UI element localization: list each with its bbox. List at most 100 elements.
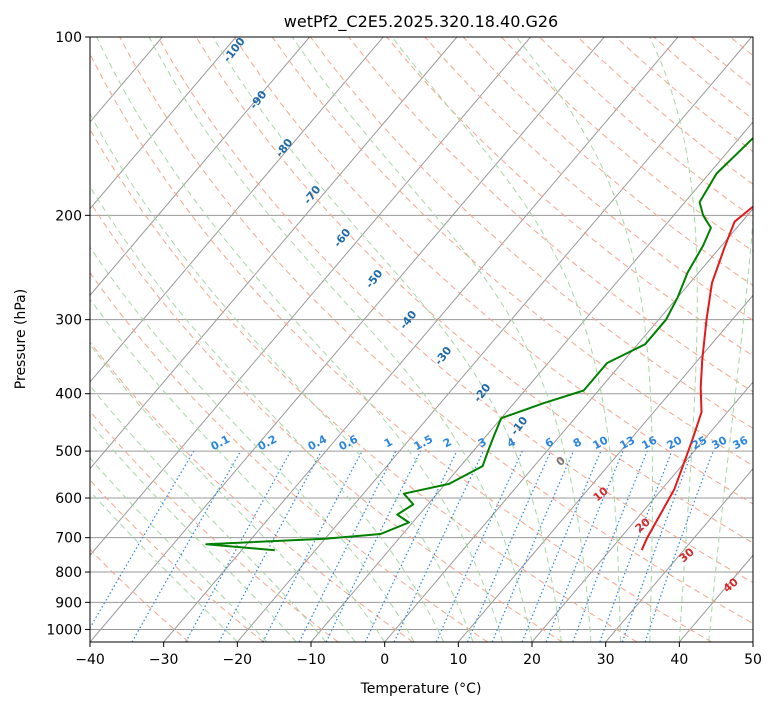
- mixing-ratio-label: 0.4: [306, 432, 330, 453]
- y-tick-label: 300: [55, 313, 82, 329]
- moist-adiabat-line: [90, 422, 297, 642]
- mixing-ratio-line: [521, 450, 602, 642]
- moist-adiabat-line: [90, 112, 474, 642]
- mixing-ratio-line: [90, 450, 195, 630]
- x-axis-label: Temperature (°C): [360, 681, 482, 697]
- moist-adiabat-label: -20: [471, 381, 494, 405]
- isotherm-line: [90, 37, 384, 383]
- dry-adiabat-line: [119, 37, 753, 624]
- dewpoint-line: [205, 136, 753, 552]
- moist-adiabat-line: [291, 37, 592, 642]
- dry-adiabat-line: [462, 37, 753, 287]
- moist-adiabat-line: [212, 37, 562, 642]
- moist-adiabat-line: [90, 185, 445, 642]
- y-tick-label: 200: [55, 208, 82, 224]
- dry-adiabat-line: [271, 37, 753, 467]
- isotherm-line: [90, 37, 531, 557]
- x-tick-label: 30: [597, 652, 615, 668]
- mixing-ratio-label: 2: [441, 435, 454, 450]
- mixing-ratio-line: [218, 450, 323, 642]
- moist-adiabat-line: [708, 213, 753, 642]
- mixing-ratio-line: [325, 450, 422, 642]
- x-tick-label: 50: [744, 652, 762, 668]
- mixing-ratio-line: [621, 450, 693, 642]
- dry-adiabat-line: [615, 37, 753, 153]
- dry-adiabat-line: [386, 37, 753, 357]
- background-lines: [90, 37, 753, 642]
- isotherm-line: [605, 467, 753, 642]
- dry-adiabat-line: [90, 271, 488, 642]
- mixing-ratio-line: [466, 450, 552, 642]
- mixing-ratio-label: 1.5: [412, 433, 435, 454]
- moist-adiabat-line: [90, 298, 386, 642]
- mixing-ratio-label: 20: [665, 433, 685, 452]
- mixing-ratio-label: 25: [690, 434, 710, 453]
- mixing-ratio-label: 3: [476, 435, 489, 450]
- moist-adiabat-line: [90, 246, 415, 642]
- mixing-ratio-label: 0.2: [256, 433, 279, 454]
- y-tick-label: 500: [55, 444, 82, 460]
- dry-adiabat-line: [539, 37, 753, 219]
- moist-adiabat-line: [515, 37, 653, 642]
- mixing-ratio-label: 8: [571, 435, 584, 450]
- isotherm-line: [163, 37, 679, 642]
- mixing-ratio-line: [262, 450, 363, 642]
- dry-adiabat-line: [90, 479, 264, 642]
- moist-adiabat-line: [90, 490, 238, 642]
- dry-adiabat-line: [90, 410, 339, 642]
- x-tick-label: −20: [223, 652, 253, 668]
- mixing-ratio-line: [545, 450, 624, 642]
- mixing-ratio-label: 30: [710, 433, 730, 452]
- dry-adiabat-label: 0: [554, 454, 568, 469]
- mixing-ratio-label: 0.6: [337, 432, 361, 453]
- isotherm-line: [90, 37, 237, 210]
- dry-adiabat-line: [90, 201, 563, 642]
- isotherm-line: [457, 294, 753, 642]
- isotherm-line: [90, 37, 310, 297]
- moist-adiabat-label: -10: [508, 414, 531, 438]
- mixing-ratio-line: [298, 450, 397, 642]
- x-tick-label: 20: [523, 652, 541, 668]
- dry-adiabat-label: 40: [721, 575, 741, 595]
- y-tick-label: 100: [55, 30, 82, 46]
- dry-adiabat-line: [90, 128, 638, 642]
- profile-series: [205, 136, 753, 552]
- moist-adiabat-label: -80: [273, 136, 296, 160]
- moist-adiabat-label: -40: [397, 308, 420, 332]
- mixing-ratio-label: 4: [505, 435, 518, 450]
- y-tick-label: 700: [55, 531, 82, 547]
- x-tick-label: −30: [149, 652, 179, 668]
- isotherm-line: [90, 37, 605, 642]
- moist-adiabat-line: [391, 37, 621, 642]
- isotherm-line: [90, 37, 458, 470]
- mixing-ratio-line: [491, 450, 575, 642]
- moist-adiabat-line: [96, 37, 503, 642]
- x-tick-label: −10: [296, 652, 326, 668]
- mixing-ratio-label: 13: [618, 434, 638, 453]
- y-axis-label: Pressure (hPa): [13, 289, 29, 389]
- mixing-ratio-line: [364, 450, 458, 642]
- y-tick-label: 800: [55, 565, 82, 581]
- dry-adiabat-line: [157, 37, 753, 584]
- moist-adiabat-label: -60: [331, 226, 354, 250]
- dry-adiabat-line: [90, 52, 712, 642]
- moist-adiabat-label: -50: [363, 267, 386, 291]
- mixing-ratio-label: 0.1: [209, 433, 232, 454]
- temperature-line: [640, 205, 753, 551]
- isotherm-line: [752, 641, 753, 642]
- isotherm-line: [236, 37, 752, 642]
- dry-adiabat-line: [195, 37, 753, 544]
- y-tick-label: 900: [55, 595, 82, 611]
- dry-adiabat-line: [233, 37, 753, 505]
- y-tick-label: 400: [55, 387, 82, 403]
- mixing-ratio-line: [572, 450, 648, 642]
- mixing-ratio-label: 36: [731, 433, 751, 452]
- x-tick-label: 10: [449, 652, 467, 668]
- moist-adiabat-line: [90, 343, 356, 642]
- x-tick-label: −40: [75, 652, 105, 668]
- moist-adiabat-label: -30: [432, 344, 455, 368]
- moist-adiabat-line: [90, 384, 327, 642]
- isotherm-line: [384, 207, 753, 642]
- y-tick-label: 1000: [46, 622, 82, 638]
- dry-adiabat-label: 10: [591, 484, 611, 504]
